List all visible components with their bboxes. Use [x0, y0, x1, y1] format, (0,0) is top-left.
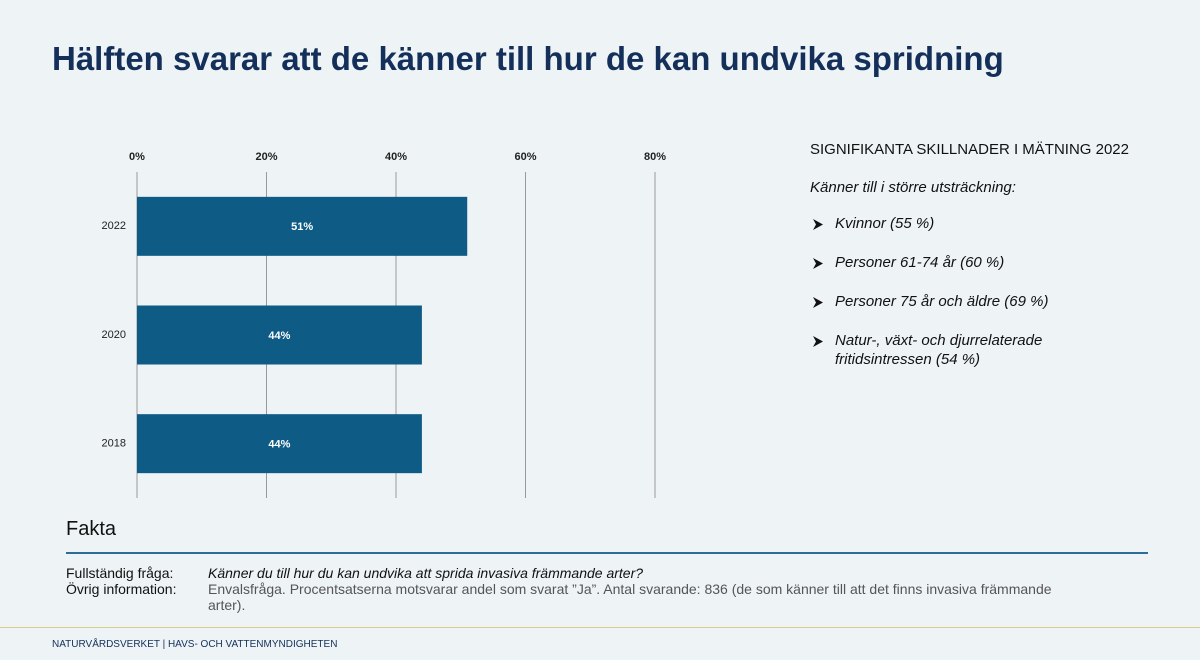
- facts-heading: Fakta: [66, 518, 117, 540]
- x-tick-label: 0%: [129, 151, 145, 163]
- bullet-text: Natur-, växt- och djurrelaterade fritids…: [835, 332, 1043, 368]
- side-panel: SIGNIFIKANTA SKILLNADER I MÄTNING 2022 K…: [810, 140, 1140, 389]
- bullet-text: Kvinnor (55 %): [835, 215, 935, 232]
- divider: [66, 552, 1148, 554]
- x-tick-label: 60%: [514, 151, 536, 163]
- fact-label: Övrig information:: [66, 581, 177, 597]
- value-label: 44%: [268, 330, 290, 342]
- footer: NATURVÅRDSVERKET | HAVS- OCH VATTENMYNDI…: [52, 639, 338, 650]
- y-tick-label: 2020: [102, 329, 126, 341]
- fact-text: Känner du till hur du kan undvika att sp…: [208, 565, 644, 581]
- bar: [137, 196, 468, 256]
- bar: [137, 414, 422, 474]
- bullet-text: Personer 75 år och äldre (69 %): [835, 293, 1049, 310]
- value-label: 51%: [291, 221, 313, 233]
- bullet-item: Natur-, växt- och djurrelaterade fritids…: [810, 331, 1075, 369]
- value-label: 44%: [268, 439, 290, 451]
- bullet-text: Personer 61-74 år (60 %): [835, 254, 1005, 271]
- chart: 0% 20% 40% 60% 80% 2022 51% 2020 44% 2018 44%: [102, 151, 666, 498]
- bullet-item: Personer 61-74 år (60 %): [810, 253, 1075, 272]
- fact-label: Fullständig fråga:: [66, 565, 174, 581]
- fact-text: Envalsfråga. Procentsatserna motsvarar a…: [208, 581, 1052, 613]
- bullet-arrow: [813, 219, 823, 230]
- bullet-arrow: [813, 297, 823, 308]
- footer-line: [0, 627, 1200, 628]
- y-tick-label: 2018: [102, 438, 126, 450]
- x-tick-label: 20%: [255, 151, 277, 163]
- x-tick-label: 80%: [644, 151, 666, 163]
- bar: [137, 305, 422, 365]
- panel-heading: SIGNIFIKANTA SKILLNADER I MÄTNING 2022: [810, 141, 1129, 158]
- bullet-arrow: [813, 258, 823, 269]
- slide-title: Hälften svarar att de känner till hur de…: [52, 40, 1004, 77]
- panel-subheading: Känner till i större utsträckning:: [810, 179, 1016, 196]
- bullet-item: Kvinnor (55 %): [810, 214, 1075, 233]
- y-tick-label: 2022: [102, 220, 126, 232]
- bullet-arrow: [813, 336, 823, 347]
- bullet-list: Kvinnor (55 %) Personer 61-74 år (60 %) …: [810, 214, 1140, 369]
- x-tick-label: 40%: [385, 151, 407, 163]
- bullet-item: Personer 75 år och äldre (69 %): [810, 292, 1075, 311]
